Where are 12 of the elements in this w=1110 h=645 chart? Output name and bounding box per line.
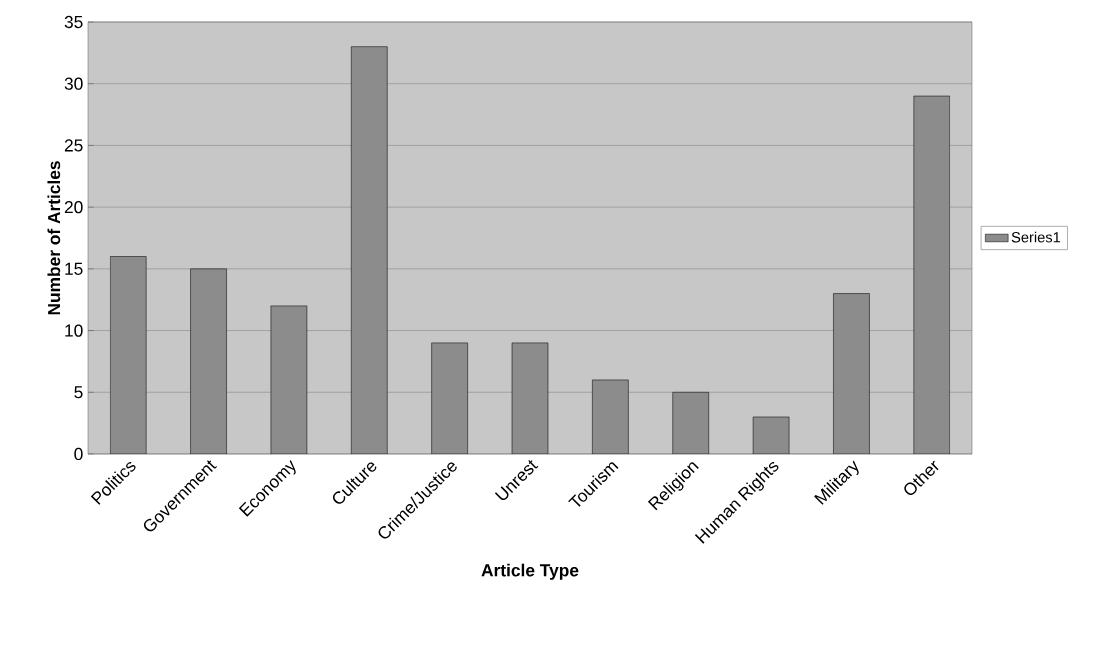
bar (752, 416, 790, 454)
y-tick-label: 10 (65, 324, 83, 337)
y-tick-label: 15 (65, 262, 83, 275)
y-tick-label: 20 (64, 200, 83, 214)
y-axis-title: Number of Articles (47, 161, 61, 315)
y-tick-label: 0 (74, 447, 83, 461)
y-tick-label: 5 (74, 386, 83, 399)
legend-label: Series1 (1011, 231, 1061, 243)
y-tick-label: 35 (64, 15, 83, 29)
y-tick-label: 25 (64, 139, 83, 152)
y-tick-label: 30 (64, 77, 83, 90)
x-axis-title: Article Type (481, 563, 579, 580)
